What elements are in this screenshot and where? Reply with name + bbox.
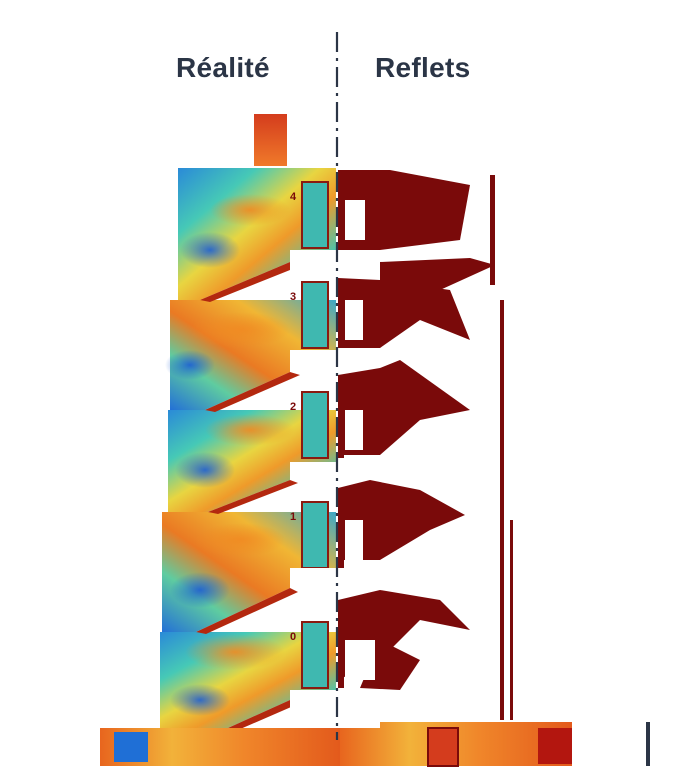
building-left-real <box>160 168 336 730</box>
chimney <box>254 114 287 166</box>
floor-number: 3 <box>290 291 296 303</box>
reality-label: Réalité <box>176 52 270 83</box>
reflections-right <box>338 168 513 728</box>
ground-level <box>100 722 650 767</box>
floor-number: 1 <box>290 511 296 523</box>
reflections-label: Reflets <box>375 52 471 83</box>
floor-number: 4 <box>290 191 297 203</box>
floor-number: 0 <box>290 631 296 643</box>
floor-number: 2 <box>290 401 296 413</box>
floor-numbers: 4 3 2 1 0 <box>290 191 297 643</box>
